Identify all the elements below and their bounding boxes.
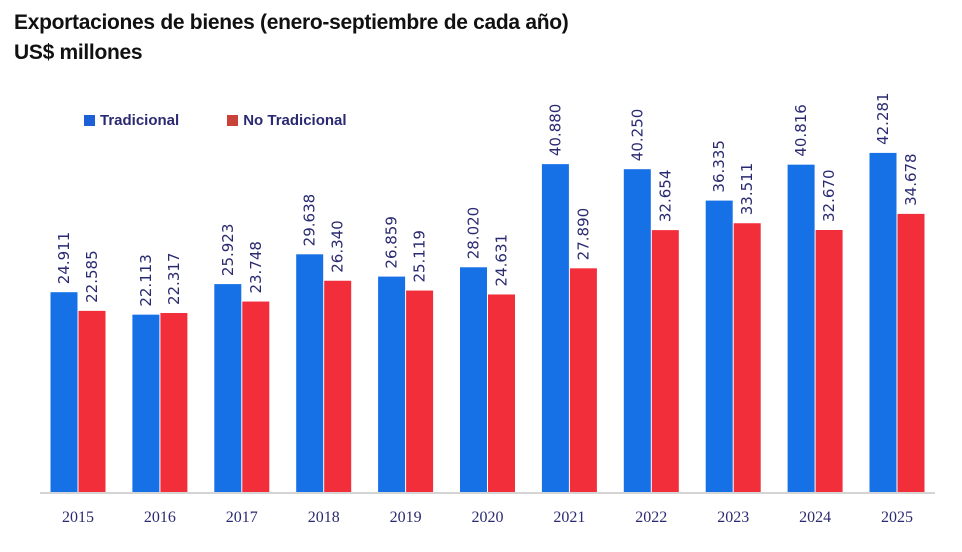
x-tick-label-2020: 2020 (472, 509, 504, 526)
bar-tradicional-2016 (132, 314, 160, 492)
data-label-no-tradicional-2015: 22.585 (83, 250, 101, 303)
title-line-1: Exportaciones de bienes (enero-septiembr… (14, 11, 569, 34)
data-label-tradicional-2025: 42.281 (874, 92, 892, 145)
data-label-no-tradicional-2019: 25.119 (411, 230, 429, 283)
data-label-tradicional-2016: 22.113 (137, 254, 155, 307)
bar-tradicional-2021 (541, 164, 569, 492)
data-label-tradicional-2023: 36.335 (710, 140, 728, 193)
data-label-no-tradicional-2018: 26.340 (329, 220, 347, 273)
bar-tradicional-2022 (623, 169, 651, 492)
bar-no-tradicional-2023 (733, 223, 761, 493)
bar-no-tradicional-2018 (324, 280, 352, 492)
bar-tradicional-2020 (460, 267, 487, 492)
bar-no-tradicional-2022 (651, 230, 679, 492)
data-label-no-tradicional-2022: 32.654 (656, 170, 674, 223)
data-label-no-tradicional-2016: 22.317 (165, 253, 183, 306)
bar-no-tradicional-2025 (897, 213, 925, 492)
x-tick-label-2022: 2022 (635, 509, 667, 526)
bar-tradicional-2017 (214, 284, 242, 492)
legend-item-tradicional: Tradicional (84, 112, 179, 129)
bar-no-tradicional-2016 (160, 313, 188, 492)
x-tick-label-2025: 2025 (881, 509, 913, 526)
legend: Tradicional No Tradicional (84, 112, 347, 129)
x-tick-label-2021: 2021 (553, 509, 585, 526)
x-tick-label-2018: 2018 (308, 509, 340, 526)
bar-tradicional-2024 (787, 164, 815, 492)
data-label-no-tradicional-2017: 23.748 (247, 241, 265, 294)
bar-no-tradicional-2017 (242, 301, 270, 492)
x-tick-label-2015: 2015 (62, 509, 94, 526)
x-tick-label-2024: 2024 (799, 509, 831, 526)
title-line-2: US$ millones (14, 41, 143, 64)
data-label-tradicional-2015: 24.911 (55, 232, 73, 285)
data-label-no-tradicional-2025: 34.678 (902, 153, 920, 206)
legend-label-tradicional: Tradicional (100, 112, 180, 129)
x-tick-label-2023: 2023 (717, 509, 749, 526)
bar-tradicional-2019 (378, 276, 406, 492)
bar-no-tradicional-2015 (78, 310, 106, 492)
data-label-tradicional-2022: 40.250 (628, 109, 646, 162)
data-label-no-tradicional-2020: 24.631 (493, 234, 511, 287)
legend-swatch-tradicional (84, 115, 95, 126)
bar-tradicional-2023 (705, 200, 733, 492)
x-tick-label-2019: 2019 (390, 509, 422, 526)
legend-label-no-tradicional: No Tradicional (243, 112, 347, 129)
data-label-no-tradicional-2024: 32.670 (820, 169, 838, 222)
bar-tradicional-2025 (869, 152, 897, 493)
x-tick-label-2017: 2017 (226, 509, 258, 526)
data-label-tradicional-2021: 40.880 (546, 104, 564, 157)
data-label-tradicional-2017: 25.923 (219, 224, 237, 276)
data-label-no-tradicional-2023: 33.511 (738, 163, 756, 216)
legend-item-no-tradicional: No Tradicional (227, 112, 347, 129)
legend-swatch-no-tradicional (227, 115, 239, 126)
chart-title: Exportaciones de bienes (enero-septiembr… (14, 8, 569, 68)
bar-tradicional-2015 (50, 292, 78, 492)
bar-no-tradicional-2024 (815, 229, 843, 492)
data-label-tradicional-2018: 29.638 (301, 194, 319, 247)
bar-no-tradicional-2019 (406, 290, 434, 492)
data-label-tradicional-2019: 26.859 (383, 216, 401, 269)
data-label-tradicional-2020: 28.020 (465, 207, 483, 260)
data-label-no-tradicional-2021: 27.890 (574, 208, 592, 261)
x-tick-label-2016: 2016 (144, 509, 176, 526)
bar-no-tradicional-2020 (488, 294, 515, 492)
bar-tradicional-2018 (296, 254, 324, 492)
data-label-tradicional-2024: 40.816 (792, 104, 810, 157)
bar-no-tradicional-2021 (569, 268, 597, 492)
